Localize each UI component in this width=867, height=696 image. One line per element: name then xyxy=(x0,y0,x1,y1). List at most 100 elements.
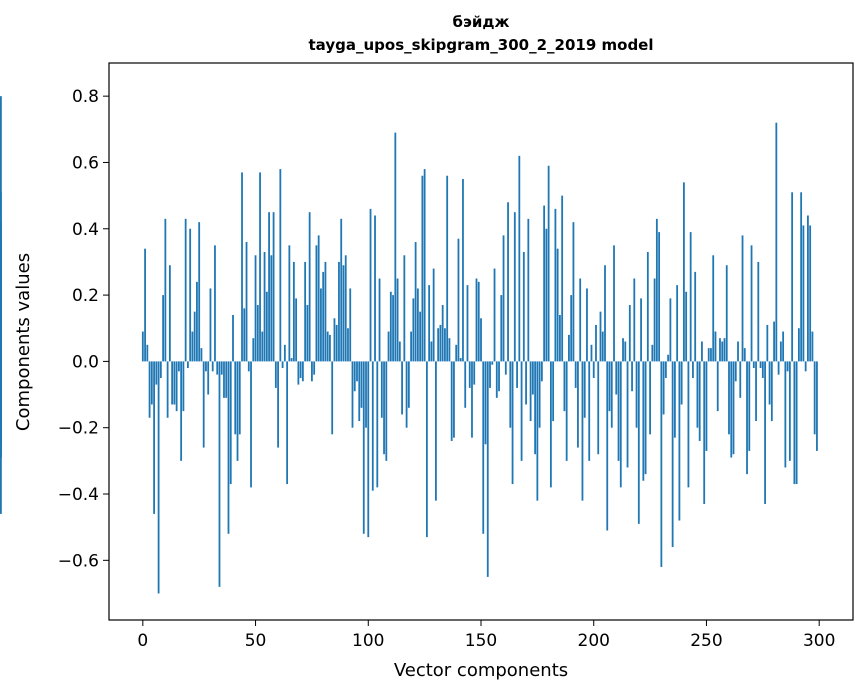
bar xyxy=(678,361,681,521)
bar xyxy=(773,321,775,362)
bar xyxy=(466,285,469,362)
bar xyxy=(545,228,548,362)
bar xyxy=(425,361,428,538)
bar xyxy=(168,265,171,362)
bar xyxy=(770,361,773,422)
bar xyxy=(624,341,627,362)
bar xyxy=(622,338,624,362)
bar xyxy=(338,261,340,362)
bar xyxy=(712,255,715,362)
bar xyxy=(741,235,744,362)
bar xyxy=(581,361,584,501)
bar xyxy=(642,361,645,481)
bar xyxy=(164,218,167,362)
bar xyxy=(755,361,757,422)
bar xyxy=(613,245,615,362)
x-tick-label: 0 xyxy=(137,631,148,651)
bar xyxy=(615,361,618,395)
bar xyxy=(385,361,388,461)
bar xyxy=(507,202,509,362)
bar xyxy=(816,361,818,451)
bar xyxy=(673,361,676,438)
bar xyxy=(281,361,284,369)
bar xyxy=(265,291,268,362)
bar xyxy=(141,331,144,362)
bar xyxy=(599,311,602,362)
bar xyxy=(701,341,703,362)
bar xyxy=(750,245,753,362)
bar xyxy=(500,295,503,362)
bar xyxy=(484,361,487,445)
bar xyxy=(322,271,325,362)
bar xyxy=(680,361,683,405)
bar xyxy=(504,361,507,375)
bar xyxy=(396,278,399,362)
bar xyxy=(554,208,557,362)
bar xyxy=(430,341,433,362)
bar xyxy=(714,331,717,362)
bar xyxy=(502,235,505,362)
bar xyxy=(184,218,187,362)
bar xyxy=(369,208,372,362)
bar xyxy=(531,361,534,395)
chart-title: бэйдж xyxy=(453,13,510,31)
bar xyxy=(559,314,561,362)
bar xyxy=(268,212,270,362)
bar xyxy=(651,344,654,362)
bar xyxy=(324,261,327,362)
bar xyxy=(716,361,719,412)
bar xyxy=(155,361,158,385)
bar xyxy=(597,361,600,455)
bar xyxy=(236,361,239,461)
bar xyxy=(710,348,712,362)
bar xyxy=(579,278,582,362)
bar xyxy=(574,361,577,388)
bar xyxy=(416,288,419,362)
bar xyxy=(407,361,410,408)
bar xyxy=(804,361,807,372)
bar xyxy=(644,361,647,475)
bar xyxy=(640,298,642,362)
bar xyxy=(304,261,307,362)
bar xyxy=(207,361,210,395)
bar xyxy=(254,255,257,362)
bar xyxy=(527,218,530,362)
bar xyxy=(737,341,739,362)
bar xyxy=(793,361,796,485)
bar xyxy=(331,361,334,435)
bar xyxy=(241,172,243,362)
bar xyxy=(687,361,690,488)
bar xyxy=(572,222,575,362)
y-tick-label: 0.2 xyxy=(72,286,99,306)
bar xyxy=(189,228,192,362)
bar xyxy=(299,361,302,378)
bar xyxy=(477,281,480,362)
bar xyxy=(782,331,785,362)
y-tick-label: −0.6 xyxy=(58,551,99,571)
bar xyxy=(360,361,363,408)
bar xyxy=(238,361,241,435)
bar xyxy=(274,361,277,388)
bar xyxy=(193,311,196,362)
bar xyxy=(227,361,230,534)
bar xyxy=(306,305,309,362)
y-tick-label: 0.0 xyxy=(72,352,99,372)
bar xyxy=(196,281,198,362)
bar xyxy=(150,361,153,405)
bar xyxy=(272,212,275,362)
bar-series xyxy=(0,96,818,594)
bar xyxy=(791,192,794,362)
bar xyxy=(148,361,151,418)
bar xyxy=(698,361,701,441)
bar xyxy=(513,212,516,362)
bar xyxy=(653,278,656,362)
bar xyxy=(509,361,512,428)
bar xyxy=(809,225,812,362)
bar xyxy=(601,331,604,362)
bar xyxy=(471,361,473,438)
bar xyxy=(159,361,162,378)
bar xyxy=(588,361,591,461)
bar xyxy=(202,361,205,448)
bar xyxy=(757,261,760,362)
bar xyxy=(423,169,426,362)
